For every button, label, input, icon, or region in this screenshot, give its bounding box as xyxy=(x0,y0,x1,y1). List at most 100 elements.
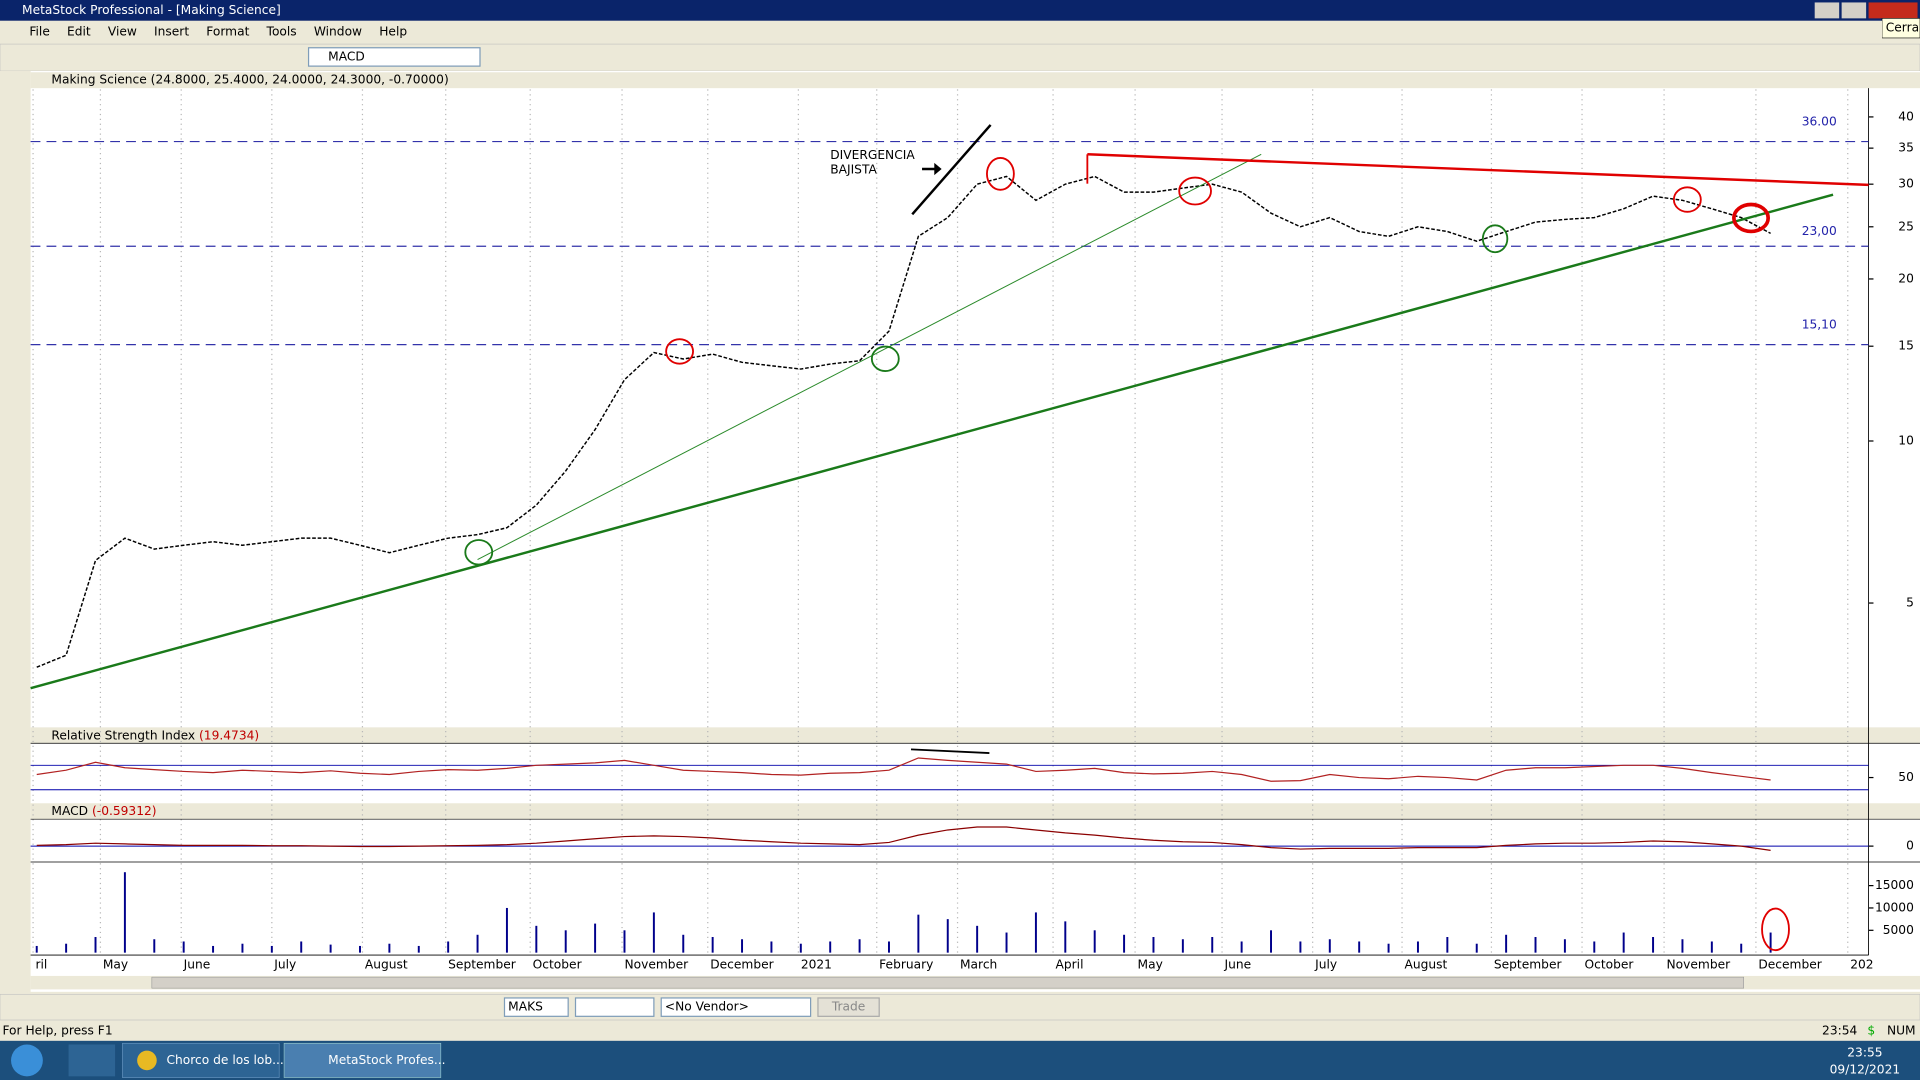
trade-text: Trade xyxy=(831,1000,866,1014)
close-button[interactable] xyxy=(1868,2,1918,19)
volume-bar xyxy=(770,941,773,953)
select[interactable] xyxy=(574,997,655,1017)
start-button[interactable] xyxy=(11,1044,43,1077)
y-tick-label: 10000 xyxy=(1875,900,1914,914)
scroll-thumb[interactable] xyxy=(151,976,1744,989)
y-tick-label: 35 xyxy=(1898,141,1914,155)
volume-bar xyxy=(270,945,273,953)
y-tick-label: 0 xyxy=(1906,839,1914,853)
chrome-icon xyxy=(137,1050,157,1071)
bottom-toolbar xyxy=(0,993,1920,1021)
volume-bar xyxy=(711,937,714,953)
y-tick-label: 5000 xyxy=(1883,923,1914,937)
x-label: ril xyxy=(36,957,48,971)
volume-bar xyxy=(1563,939,1566,953)
status-bar xyxy=(0,1022,1920,1040)
annotation: DIVERGENCIA xyxy=(830,148,915,162)
circle xyxy=(1761,907,1790,952)
volume-bar xyxy=(123,872,126,953)
trendline xyxy=(30,193,1834,690)
volume-bar xyxy=(799,943,802,953)
volume-bar xyxy=(505,907,508,953)
x-label: September xyxy=(1494,957,1563,971)
minimize-button[interactable] xyxy=(1814,2,1840,19)
macd-title: MACD (-0.59312) xyxy=(51,804,156,818)
clock-date: 09/12/2021 xyxy=(1830,1063,1901,1077)
menu-item[interactable]: Help xyxy=(379,24,407,38)
x-label: July xyxy=(273,957,296,971)
menu-item[interactable]: Edit xyxy=(67,24,91,38)
volume-bar xyxy=(388,943,391,953)
tooltip-text: Cerrar xyxy=(1886,21,1920,35)
maximize-button[interactable] xyxy=(1841,2,1867,19)
annotation: BAJISTA xyxy=(830,163,877,177)
x-label: November xyxy=(1667,957,1732,971)
indicator-line xyxy=(36,826,1771,852)
chart-window xyxy=(30,71,1920,992)
x-label: June xyxy=(1223,957,1251,971)
symbol-box[interactable] xyxy=(503,997,569,1017)
volume-bar xyxy=(535,925,538,953)
y-tick-label: 20 xyxy=(1898,271,1914,285)
menu-item[interactable]: File xyxy=(29,24,49,38)
volume-bar xyxy=(829,941,832,953)
x-label: October xyxy=(533,957,583,971)
indicator-text: MACD xyxy=(328,49,365,63)
circle xyxy=(1672,186,1702,213)
explorer-button[interactable] xyxy=(68,1044,116,1077)
x-label: July xyxy=(1314,957,1337,971)
rsi-value: (19.4734) xyxy=(199,728,259,742)
y-tick-label: 30 xyxy=(1898,177,1914,191)
rsi-name: Relative Strength Index xyxy=(51,728,195,742)
volume-bar xyxy=(1446,937,1449,953)
volume-bar xyxy=(182,941,185,953)
task-button[interactable] xyxy=(283,1042,442,1078)
x-label: August xyxy=(1404,957,1447,971)
menu-item[interactable]: Format xyxy=(206,24,249,38)
circle xyxy=(1732,202,1770,234)
menu-item[interactable]: View xyxy=(108,24,137,38)
trade-button[interactable] xyxy=(817,997,880,1017)
volume-bar xyxy=(564,930,567,953)
drawings xyxy=(30,124,1869,952)
volume-bar xyxy=(1387,943,1390,953)
y-tick-label: 40 xyxy=(1898,109,1914,123)
price-line xyxy=(36,175,1771,668)
window-title: MetaStock Professional - [Making Science… xyxy=(22,3,281,17)
volume-bar xyxy=(682,934,685,953)
volume-bar xyxy=(1622,932,1625,953)
x-label: December xyxy=(710,957,774,971)
menu-item[interactable]: Window xyxy=(314,24,362,38)
volume-bar xyxy=(1710,941,1713,953)
toolbar xyxy=(0,43,1920,72)
vendor-select[interactable] xyxy=(660,997,812,1017)
volume-bar xyxy=(1593,941,1596,953)
volume-bar xyxy=(1034,912,1037,953)
circle xyxy=(665,338,694,365)
status-help: For Help, press F1 xyxy=(2,1024,112,1038)
circle xyxy=(986,157,1015,191)
menu: File Edit View Insert Format Tools Window Help xyxy=(29,24,407,38)
x-label: February xyxy=(879,957,933,971)
volume-bar xyxy=(1740,943,1743,953)
clock-time: 23:55 xyxy=(1847,1046,1882,1060)
x-label: June xyxy=(183,957,211,971)
title-bar xyxy=(0,0,1920,21)
volume-bar xyxy=(1416,941,1419,953)
menu-item[interactable]: Insert xyxy=(154,24,189,38)
volume-bar xyxy=(594,923,597,953)
status-time: 23:54 xyxy=(1822,1024,1857,1038)
macd-header xyxy=(30,803,1920,820)
task-label: Chorco de los lob... xyxy=(167,1053,284,1067)
volume-bar xyxy=(1211,937,1214,953)
resistance-line xyxy=(1087,153,1869,187)
volume-bar xyxy=(1652,937,1655,953)
menu-item[interactable]: Tools xyxy=(266,24,297,38)
volume-bar xyxy=(1475,943,1478,953)
indicator-select[interactable] xyxy=(307,47,481,67)
task-label: MetaStock Profes... xyxy=(328,1053,445,1067)
volume-bar xyxy=(623,930,626,953)
